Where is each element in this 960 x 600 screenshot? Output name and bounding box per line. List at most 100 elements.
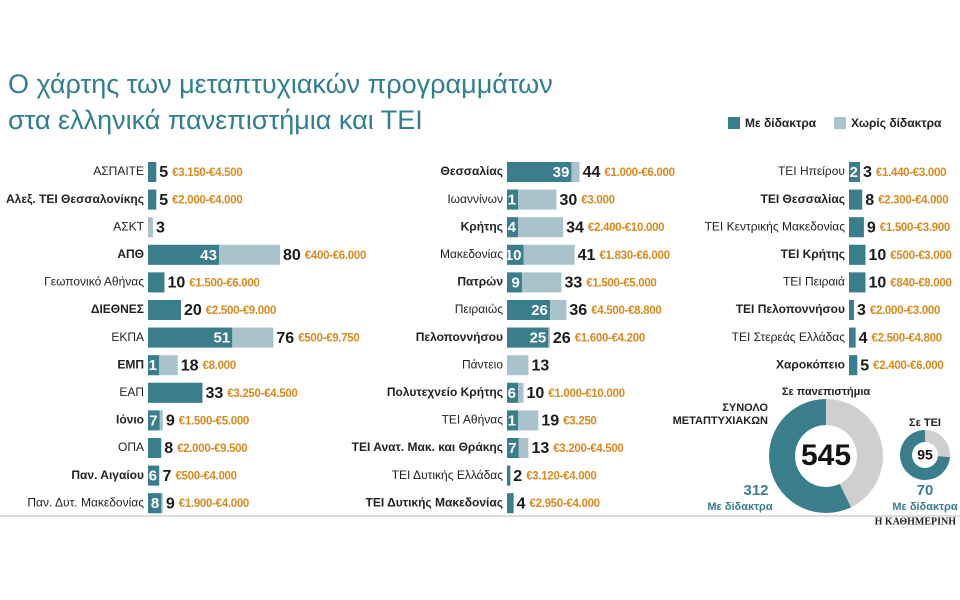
total-label: 30: [560, 192, 578, 209]
total-label: 33: [564, 275, 582, 292]
paid-bar: [849, 272, 866, 293]
paid-bar: [507, 189, 518, 210]
total-label: 36: [569, 302, 587, 319]
paid-bar: [507, 382, 518, 403]
paid-label: 39: [553, 164, 570, 181]
paid-count: 312: [743, 482, 768, 499]
fee-range: €840-€8.000: [890, 277, 951, 289]
paid-bar: [148, 410, 160, 431]
paid-bar: [507, 465, 511, 486]
institution-name: ΕΚΠΑ: [111, 330, 144, 344]
paid-bar: [849, 327, 856, 348]
total-label: 33: [205, 385, 223, 402]
paid-bar: [507, 410, 518, 431]
total-label: 5: [159, 164, 168, 181]
institution-name: ΤΕΙ Πελοποννήσου: [736, 302, 845, 316]
institution-name: ΤΕΙ Κεντρικής Μακεδονίας: [705, 219, 846, 233]
paid-label: 1: [149, 357, 157, 374]
total-label: 3: [156, 219, 165, 236]
total-label: 20: [184, 302, 202, 319]
paid-bar: [148, 244, 219, 265]
paid-bar: [849, 355, 858, 376]
paid-label: 43: [200, 247, 217, 264]
paid-bar: [148, 162, 157, 182]
free-bar: [507, 355, 529, 376]
fee-range: €8.000: [202, 360, 235, 372]
total-label: 80: [283, 247, 301, 264]
institution-name: ΑΠΘ: [117, 247, 144, 261]
paid-bar: [148, 493, 162, 514]
total-label: 44: [583, 164, 601, 181]
paid-label: 51: [213, 330, 230, 347]
total-label: 9: [166, 413, 175, 430]
fee-range: €1.500-€6.000: [189, 277, 259, 289]
paid-bar: [849, 189, 863, 210]
institution-name: ΤΕΙ Αθήνας: [442, 413, 504, 427]
donut-total: 95: [917, 447, 933, 463]
total-label: 10: [869, 247, 887, 264]
total-label: 10: [527, 385, 545, 402]
total-label: 34: [566, 219, 584, 236]
total-label: 8: [164, 440, 173, 457]
legend-swatch: [728, 117, 740, 129]
fee-range: €4.500-€8.800: [591, 305, 661, 317]
total-label: 76: [276, 330, 294, 347]
institution-name: ΟΠΑ: [118, 440, 144, 454]
institution-name: Μακεδονίας: [440, 247, 503, 261]
fee-range: €3.250: [563, 415, 596, 427]
fee-range: €2.000-€4.000: [172, 195, 242, 207]
paid-bar: [849, 244, 866, 265]
institution-name: ΤΕΙ Κρήτης: [781, 247, 845, 261]
institution-name: Ιόνιο: [116, 413, 144, 427]
fee-range: €500-€9.750: [298, 333, 359, 345]
total-label: 8: [865, 192, 874, 209]
institution-name: Παν. Αιγαίου: [71, 468, 144, 482]
title-line: Ο χάρτης των μεταπτυχιακών προγραμμάτων: [8, 69, 553, 99]
institution-name: ΕΜΠ: [117, 357, 144, 371]
fee-range: €3.200-€4.500: [553, 443, 623, 455]
donut-heading: ΣΥΝΟΛΟ: [722, 402, 768, 414]
paid-bar: [148, 382, 203, 403]
fee-range: €1.000-€6.000: [604, 167, 674, 179]
total-label: 9: [867, 219, 876, 236]
institution-name: ΤΕΙ Ηπείρου: [778, 164, 845, 178]
institution-name: Πατρών: [457, 275, 503, 289]
institution-name: Πάντειο: [462, 357, 503, 371]
donut-heading: ΜΕΤΑΠΤΥΧΙΑΚΩΝ: [673, 415, 768, 427]
paid-label: 7: [149, 412, 157, 429]
fee-range: €1.830-€6.000: [599, 250, 669, 262]
institution-name: Πειραιώς: [455, 302, 503, 316]
total-label: 3: [863, 164, 872, 181]
paid-label: 6: [508, 385, 516, 402]
paid-label: 26: [531, 302, 548, 319]
total-label: 26: [553, 330, 571, 347]
fee-range: €2.500-€4.800: [872, 333, 942, 345]
donut-paid: [769, 399, 852, 513]
paid-bar: [148, 327, 233, 348]
fee-range: €2.400-€6.000: [873, 360, 943, 372]
fee-range: €1.440-€3.000: [876, 167, 946, 179]
fee-range: €3.000: [581, 195, 614, 207]
paid-bar: [507, 162, 572, 182]
free-bar: [507, 244, 575, 265]
free-bar: [507, 189, 557, 210]
total-label: 2: [513, 468, 522, 485]
paid-bar: [148, 465, 159, 486]
fee-range: €2.950-€4.000: [530, 498, 600, 510]
fee-range: €2.000-€9.500: [177, 443, 247, 455]
institution-name: ΤΕΙ Ανατ. Μακ. και Θράκης: [352, 440, 503, 454]
institution-name: ΤΕΙ Θεσσαλίας: [761, 192, 845, 206]
fee-range: €500-€3.000: [890, 250, 951, 262]
total-label: 10: [869, 275, 887, 292]
total-label: 5: [159, 192, 168, 209]
paid-caption: Με δίδακτρα: [892, 501, 957, 513]
paid-bar: [148, 438, 162, 458]
fee-range: €1.500-€3.900: [880, 222, 950, 234]
paid-bar: [507, 244, 524, 265]
total-label: 7: [163, 468, 172, 485]
total-label: 13: [531, 440, 549, 457]
fee-range: €3.120-€4.000: [526, 471, 596, 483]
total-label: 13: [531, 357, 549, 374]
free-bar: [507, 217, 564, 238]
